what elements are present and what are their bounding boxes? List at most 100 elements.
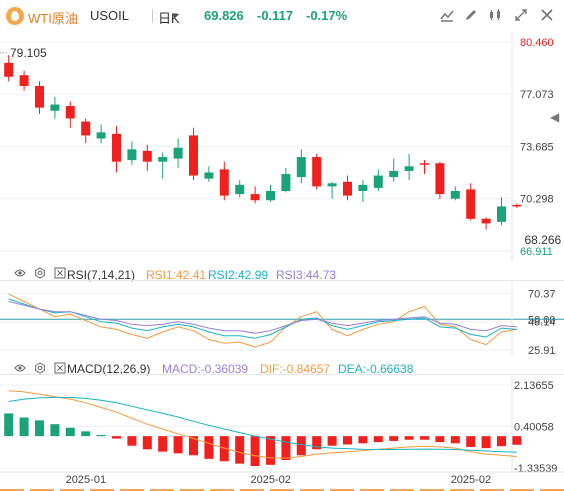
candle-body [81,121,91,136]
candle-body [466,189,476,219]
macd-legend: MACD:-0.36039 [162,362,249,376]
rsi3-legend: RSI3:44.73 [276,268,337,282]
candle-body [373,175,383,188]
candle-body [312,157,322,187]
macd-histogram-bar [50,424,60,437]
macd-histogram-bar [96,434,106,437]
candle-body [420,163,429,165]
macd-histogram-bar [389,436,399,441]
chevron-down-icon[interactable]: ▾ [172,10,178,22]
y-tick-label: 66.911 [520,246,553,258]
y-tick-label: 48.14 [528,317,556,329]
macd-histogram-bar [142,436,152,450]
candle-body [512,204,522,207]
macd-histogram-bar [19,417,29,437]
candle-body [65,106,75,119]
y-tick-label: 0.40058 [514,422,554,434]
macd-histogram-bar [219,436,229,462]
candle-body [497,206,506,222]
candle-body [266,190,275,201]
macd-chart[interactable]: 2.13655 0.40058 -1.33539 2025-01 2025-02 2025… [0,374,564,491]
macd-histogram-bar [189,436,198,456]
macd-histogram-bar [173,436,183,454]
y-tick-label: 70.298 [520,194,554,206]
candle-body [50,104,60,111]
close-icon[interactable] [54,267,66,282]
y-tick-label: 70.37 [528,288,556,300]
draw-tool-icon[interactable] [462,7,480,25]
candle-body [19,75,29,87]
chart-toolbar: WTI原油 USOIL 日K ▾ 69.826 -0.117 -0.17% [0,0,564,32]
macd-title: MACD(12,26,9) [67,362,151,376]
eye-icon[interactable] [14,268,26,281]
rsi1-legend: RSI1:42.41 [146,268,207,282]
macd-histogram-bar [450,436,460,444]
eye-icon[interactable] [14,363,26,376]
dif-line [8,390,517,459]
rsi-line-rsi3 [8,301,517,334]
period-select[interactable]: 日K [158,11,180,26]
macd-histogram-bar [235,436,245,464]
candle-body [142,150,152,162]
candlestick-chart[interactable]: 80.460 77.073 73.685 70.298 66.911 79.105 68.2… [0,32,564,262]
macd-histogram-bar [481,436,491,449]
candle-body [389,170,399,178]
candle-body [450,190,460,199]
macd-histogram-bar [420,436,429,440]
candle-body [250,194,260,201]
x-tick-label: 2025-01 [66,474,106,486]
y-tick-label: 77.073 [520,89,554,101]
macd-histogram-bar [404,436,414,440]
candle-body [481,218,491,224]
expand-icon[interactable] [512,7,530,25]
rsi-title: RSI(7,14,21) [67,268,136,282]
price-change: -0.117 [257,8,294,23]
candle-body [358,184,368,191]
symbol-name[interactable]: WTI原油 [28,11,78,26]
min-price-annotation: 68.266 [525,233,562,247]
close-icon[interactable] [54,362,66,377]
macd-histogram-bar [512,436,522,445]
x-tick-label: 2025-02 [451,474,491,486]
macd-histogram-bar [327,436,337,446]
last-price: 69.826 [204,8,244,23]
macd-histogram-bar [358,436,368,444]
macd-histogram-bar [250,436,260,467]
macd-histogram-bar [343,436,352,445]
ticker-code: USOIL [90,8,130,23]
candle-body [296,157,306,178]
gear-icon[interactable] [34,267,46,282]
macd-histogram-bar [4,413,14,437]
candle-body [173,147,183,159]
y-tick-label: 50.00 [528,314,556,326]
candle-body [127,149,137,161]
x-tick-label: 2025-02 [251,474,291,486]
candle-body [435,163,445,195]
macd-histogram-bar [112,436,121,439]
toolbar-divider [152,9,153,23]
macd-histogram-bar [127,436,137,446]
rsi-line-rsi2 [8,298,517,339]
price-change-percent: -0.17% [306,8,348,23]
scroll-right-arrow-icon[interactable]: ◀ [550,110,560,124]
indicator-settings-icon[interactable] [438,7,456,25]
candle-body [281,174,291,191]
rsi-line-rsi1 [8,293,517,348]
candle-body [158,157,168,162]
candle-body [112,133,121,162]
candle-body [343,181,352,196]
close-icon[interactable] [538,7,556,25]
y-tick-label: 25.91 [528,345,556,356]
macd-histogram-bar [266,436,275,465]
candle-body [4,62,14,77]
macd-histogram-bar [296,436,306,456]
macd-histogram-bar [435,436,445,443]
gear-icon[interactable] [34,362,46,377]
candle-style-icon[interactable] [486,7,504,25]
macd-histogram-bar [281,436,291,461]
macd-histogram-bar [497,436,506,447]
candle-body [219,169,229,196]
dea-line [8,396,517,453]
macd-histogram-bar [312,436,322,450]
